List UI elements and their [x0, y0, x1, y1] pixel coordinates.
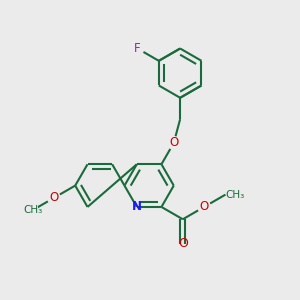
Text: O: O	[169, 136, 178, 149]
Text: O: O	[200, 200, 209, 213]
Text: CH₃: CH₃	[23, 205, 42, 215]
Text: N: N	[132, 200, 142, 213]
Text: F: F	[134, 42, 141, 55]
Text: O: O	[49, 191, 58, 204]
Text: CH₃: CH₃	[226, 190, 245, 200]
Text: O: O	[178, 237, 188, 250]
